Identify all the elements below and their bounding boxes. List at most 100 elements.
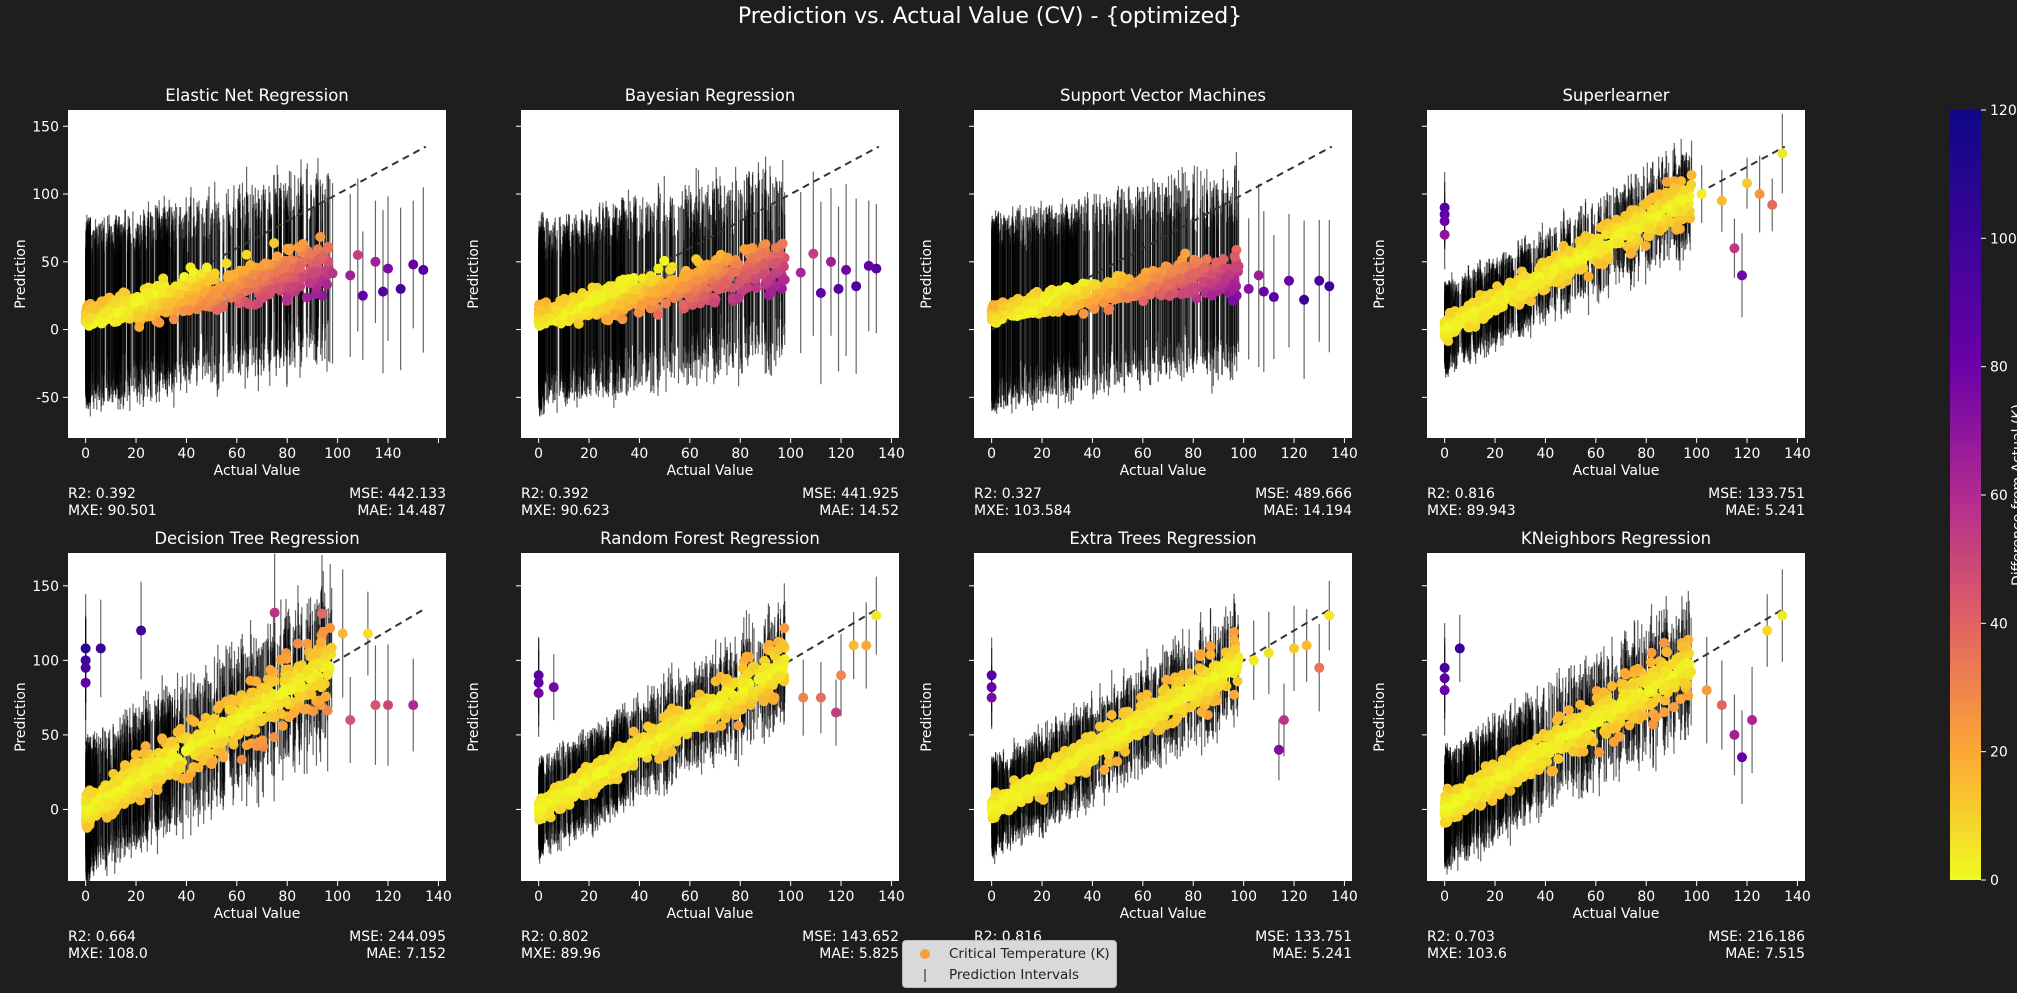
data-point xyxy=(181,281,192,292)
data-point xyxy=(591,306,602,317)
y-tick-label: -50 xyxy=(36,390,59,406)
subplot-3: 0 20 40 60 80 100 120 140 Support Vector Machine… xyxy=(919,86,1358,519)
data-point xyxy=(605,298,616,309)
data-point xyxy=(259,270,270,281)
data-point xyxy=(825,256,836,267)
data-points xyxy=(533,238,882,331)
data-point xyxy=(269,238,280,249)
data-point xyxy=(1176,289,1187,300)
data-point xyxy=(284,283,295,294)
data-point xyxy=(301,292,312,303)
data-point xyxy=(1080,289,1091,300)
mxe-metric: MXE: 103.584 xyxy=(974,503,1072,519)
data-point xyxy=(258,292,269,303)
data-point xyxy=(610,287,621,298)
data-point xyxy=(1072,300,1083,311)
x-tick-label: 60 xyxy=(1134,446,1152,462)
plot-content xyxy=(1439,113,1788,378)
data-point xyxy=(161,300,172,311)
data-point xyxy=(281,293,292,304)
data-point xyxy=(795,267,806,278)
data-point xyxy=(555,318,566,329)
data-point xyxy=(1117,277,1128,288)
data-point xyxy=(609,309,620,320)
data-points xyxy=(986,245,1335,328)
data-point xyxy=(595,293,606,304)
data-point xyxy=(204,293,215,304)
data-point xyxy=(1091,279,1102,290)
data-point xyxy=(312,244,323,255)
x-tick-label: 40 xyxy=(631,446,649,462)
data-point xyxy=(1227,295,1238,306)
data-point xyxy=(1105,287,1116,298)
data-point xyxy=(660,284,671,295)
data-point xyxy=(1122,293,1133,304)
data-point xyxy=(1229,251,1240,262)
data-point xyxy=(158,273,169,284)
data-point xyxy=(154,317,165,328)
data-point xyxy=(1178,262,1189,273)
data-point xyxy=(573,318,584,329)
data-point xyxy=(119,295,130,306)
y-axis-label: Prediction xyxy=(466,239,482,309)
data-point xyxy=(747,242,758,253)
data-point xyxy=(1284,275,1294,286)
mse-metric: MSE: 442.133 xyxy=(349,486,446,502)
data-point xyxy=(112,307,123,318)
data-point xyxy=(1040,291,1051,302)
x-tick-label: 40 xyxy=(178,446,196,462)
x-tick-label: 20 xyxy=(127,446,145,462)
x-tick-label: 80 xyxy=(278,446,296,462)
data-point xyxy=(148,299,159,310)
data-point xyxy=(733,292,744,303)
subplot-title: Bayesian Regression xyxy=(625,86,796,105)
r2-metric: R2: 0.392 xyxy=(68,486,136,502)
data-point xyxy=(110,298,121,309)
data-point xyxy=(323,241,334,252)
data-point xyxy=(168,314,179,325)
y-tick-label: 0 xyxy=(50,323,59,339)
data-point xyxy=(1070,285,1081,296)
data-point xyxy=(659,255,670,266)
data-point xyxy=(653,309,664,320)
mae-metric: MAE: 14.487 xyxy=(357,503,446,519)
data-point xyxy=(1154,273,1165,284)
mse-metric: MSE: 489.666 xyxy=(1255,486,1352,502)
data-point xyxy=(1220,274,1231,285)
data-point xyxy=(1324,281,1335,292)
data-point xyxy=(188,267,199,278)
data-point xyxy=(1066,294,1077,305)
subplot-title: Support Vector Machines xyxy=(1060,86,1266,105)
data-point xyxy=(1050,297,1061,308)
data-point xyxy=(1077,278,1088,289)
data-point xyxy=(565,314,576,325)
data-point xyxy=(581,305,592,316)
data-point xyxy=(357,290,368,301)
data-point xyxy=(757,269,768,280)
x-tick-label: 100 xyxy=(1230,446,1257,462)
data-point xyxy=(1106,277,1117,288)
data-point xyxy=(707,264,718,275)
data-point xyxy=(223,286,234,297)
data-point xyxy=(863,260,874,271)
data-point xyxy=(395,283,406,294)
data-point xyxy=(1089,304,1100,315)
data-point xyxy=(1041,306,1052,317)
data-point xyxy=(87,302,98,313)
x-tick-label: 100 xyxy=(777,446,804,462)
data-point xyxy=(851,281,862,292)
data-point xyxy=(771,258,782,269)
data-point xyxy=(378,286,388,297)
data-point xyxy=(1201,254,1212,265)
x-tick-label: 0 xyxy=(81,446,90,462)
data-point xyxy=(1025,298,1036,309)
data-point xyxy=(201,275,212,286)
data-point xyxy=(815,287,826,298)
subplot-2: 0 20 40 60 80 100 120 140 Bayesian Regression Act… xyxy=(466,86,905,519)
x-tick-label: 80 xyxy=(731,446,749,462)
data-point xyxy=(617,314,628,325)
data-point xyxy=(1031,286,1042,297)
x-tick-label: 60 xyxy=(681,446,699,462)
data-point xyxy=(120,288,131,299)
